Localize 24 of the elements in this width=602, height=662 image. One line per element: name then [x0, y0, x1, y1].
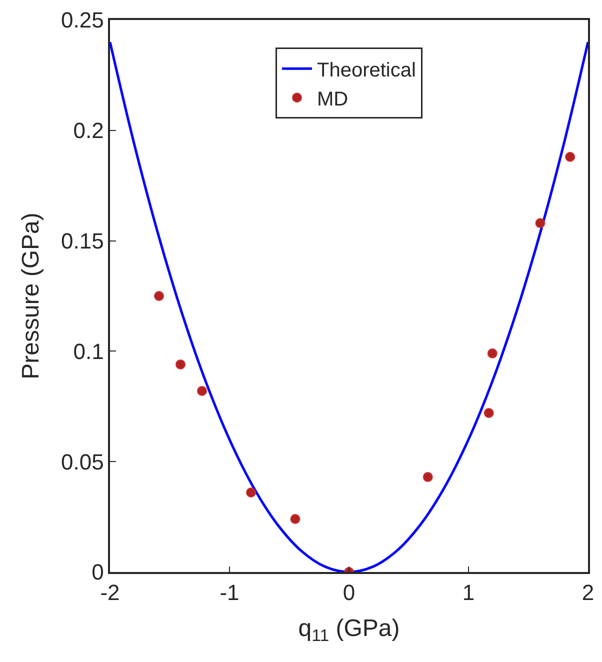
point [484, 408, 494, 418]
y-tick-label: 0.2 [73, 118, 104, 144]
point [487, 348, 498, 358]
y-tick-label: 0.25 [61, 8, 104, 33]
x-axis-title: q$_{11}$ (GPa) [298, 614, 400, 645]
point [154, 291, 164, 301]
y-tick-label: 0.1 [73, 338, 104, 364]
point [290, 514, 300, 524]
x-tick-label: 1 [462, 580, 475, 606]
x-tick-label: -1 [220, 580, 240, 606]
y-tick-label: 0.15 [61, 228, 104, 254]
x-tick-label: 0 [342, 580, 356, 606]
point [176, 359, 186, 370]
legend-label: Theoretical [317, 59, 416, 82]
point [246, 488, 256, 498]
point [565, 152, 576, 162]
y-tick-label: 0.05 [61, 449, 104, 474]
point [197, 386, 208, 396]
x-tick-label: 2 [582, 580, 594, 606]
point [422, 472, 433, 482]
legend-label: MD [317, 88, 348, 110]
y-axis-title: Pressure (GPa) [18, 212, 45, 380]
line-series [110, 40, 588, 572]
point [535, 218, 546, 228]
